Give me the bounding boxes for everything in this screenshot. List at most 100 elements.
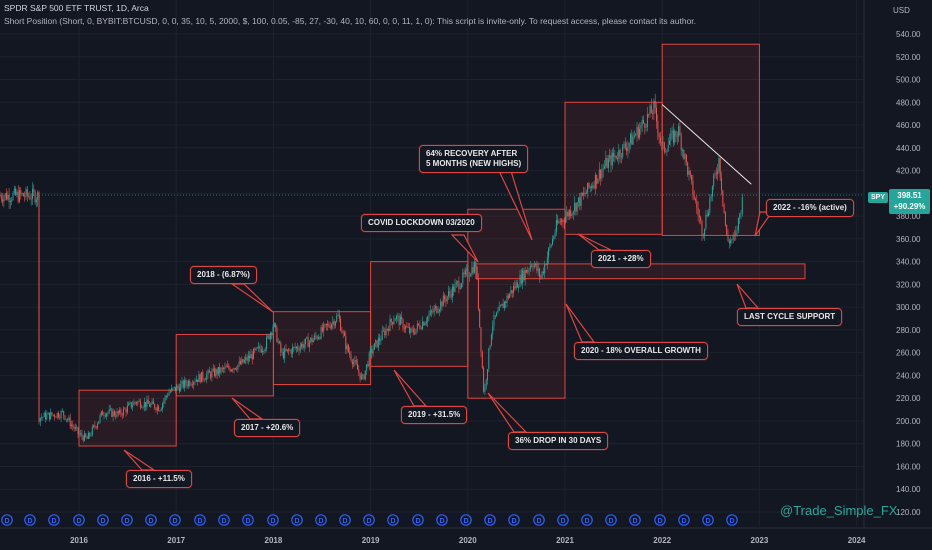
candle-body (126, 405, 128, 413)
candle-body (695, 198, 696, 201)
candle-body (349, 351, 351, 355)
annotation-2017[interactable]: 2017 - +20.6% (234, 419, 301, 437)
candle-body (519, 274, 521, 287)
candle-body (518, 286, 520, 288)
candle-body (227, 365, 228, 368)
candle-body (698, 215, 700, 218)
annotation-support[interactable]: LAST CYCLE SUPPORT (737, 308, 843, 326)
candle-body (43, 412, 45, 417)
candle-body (245, 357, 247, 360)
candle-body (325, 324, 327, 326)
dividend-icon (339, 514, 351, 526)
candle-body (505, 301, 507, 304)
dividend-icon (654, 514, 666, 526)
annotation-2022[interactable]: 2022 - -16% (active) (766, 199, 854, 217)
annotation-2018[interactable]: 2018 - (6.87%) (190, 266, 257, 284)
candle-body (158, 406, 160, 411)
candle-body (347, 345, 349, 352)
candle-body (453, 286, 455, 292)
candle-body (570, 210, 572, 217)
candle-body (247, 355, 249, 361)
candle-body (598, 169, 600, 180)
candle-body (605, 158, 607, 167)
annotation-2021[interactable]: 2021 - +28% (591, 250, 651, 268)
last-price: 398.51 (897, 191, 922, 200)
annotation-covid-drop[interactable]: 36% DROP IN 30 DAYS (508, 432, 609, 450)
candle-body (84, 433, 85, 441)
candle-body (732, 235, 734, 240)
candle-body (319, 337, 321, 339)
candle-body (41, 417, 43, 418)
candle-body (363, 374, 365, 380)
candle-body (565, 216, 566, 223)
candle-body (492, 325, 494, 335)
candle-body (76, 427, 78, 428)
candle-body (594, 174, 596, 189)
candle-body (628, 143, 630, 147)
candle-body (2, 199, 4, 202)
annotation-2016[interactable]: 2016 - +11.5% (126, 470, 192, 488)
candle-body (665, 151, 667, 152)
price-tick-label: 340.00 (896, 258, 921, 267)
candle-body (181, 380, 183, 385)
indicator-title[interactable]: Short Position (Short, 0, BYBIT:BTCUSD, … (4, 16, 697, 26)
time-scale: 2016 2017 2018 2019 2020 2021 2022 2023 2024 (70, 536, 866, 545)
candle-body (446, 296, 448, 302)
candle-body (654, 100, 656, 108)
candle-body (331, 324, 332, 329)
dividend-icon-label: D (415, 518, 420, 525)
annotation-covid-lockdown[interactable]: COVID LOCKDOWN 03/2020 (361, 214, 482, 232)
candle-body (431, 310, 433, 312)
dividend-icon (508, 514, 520, 526)
candle-body (215, 369, 217, 376)
candle-body (653, 100, 655, 114)
candle-body (457, 281, 459, 283)
candle-body (389, 319, 391, 331)
symbol-title[interactable]: SPDR S&P 500 ETF TRUST, 1D, Arca (4, 3, 149, 13)
candle-body (489, 345, 491, 349)
candle-body (656, 107, 657, 122)
candle-body (622, 144, 624, 157)
price-tick-label: 520.00 (896, 53, 921, 62)
annotation-2020[interactable]: 2020 - 18% OVERALL GROWTH (574, 342, 708, 360)
candle-body (60, 411, 62, 418)
annotation-2019[interactable]: 2019 - +31.5% (401, 406, 468, 424)
candle-body (620, 156, 622, 158)
candle-body (308, 341, 310, 348)
candle-body (610, 155, 612, 166)
candle-body (260, 349, 262, 353)
candle-body (440, 301, 442, 310)
candle-body (567, 211, 569, 217)
dividend-icon-label: D (439, 518, 444, 525)
candle-body (497, 310, 499, 313)
candle-body (364, 370, 366, 380)
author-watermark: @Trade_Simple_FX (780, 503, 898, 518)
candle-body (15, 188, 17, 195)
candle-body (435, 306, 436, 309)
candle-body (198, 374, 200, 382)
candle-body (71, 424, 72, 427)
candle-body (168, 392, 170, 396)
candle-body (649, 105, 651, 115)
price-tick-label: 460.00 (896, 121, 921, 130)
last-price-badge: 398.51 +90.29% (889, 189, 930, 214)
candle-body (394, 318, 396, 321)
candle-body (375, 340, 377, 344)
year-range-box (467, 208, 566, 399)
candle-body (358, 369, 360, 373)
annotation-pointer (231, 397, 264, 420)
candle-body (224, 366, 226, 370)
candle-body (640, 125, 642, 129)
candle-body (110, 408, 111, 410)
candle-body (613, 152, 615, 157)
annotation-pointer (123, 449, 156, 471)
annotation-recovery[interactable]: 64% RECOVERY AFTER 5 MONTHS (NEW HIGHS) (419, 145, 529, 173)
candle-body (116, 411, 118, 417)
candle-body (626, 147, 628, 151)
candle-body (402, 319, 404, 329)
candle-body (728, 240, 730, 244)
candle-body (359, 372, 361, 380)
candle-body (6, 193, 7, 200)
price-tick-label: 420.00 (896, 167, 921, 176)
